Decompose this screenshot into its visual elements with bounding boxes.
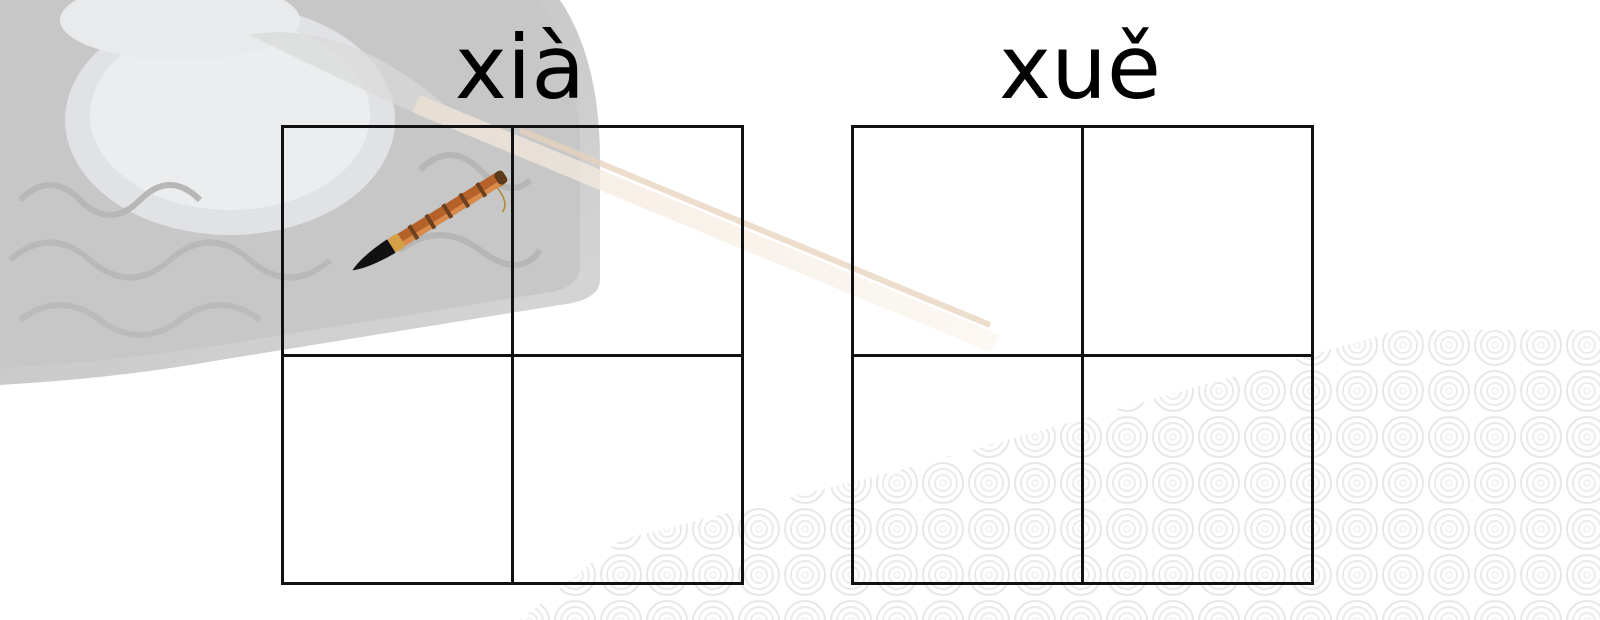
swirl-cloud-pattern [500, 320, 1600, 620]
grid-center-horizontal-line [284, 353, 741, 357]
grid-center-horizontal-line [854, 353, 1311, 357]
writing-grid[interactable] [851, 125, 1314, 585]
writing-grid[interactable] [281, 125, 744, 585]
pinyin-label: xuě [999, 16, 1161, 119]
pinyin-label: xià [454, 16, 586, 119]
ink-stone-icon [0, 0, 600, 385]
